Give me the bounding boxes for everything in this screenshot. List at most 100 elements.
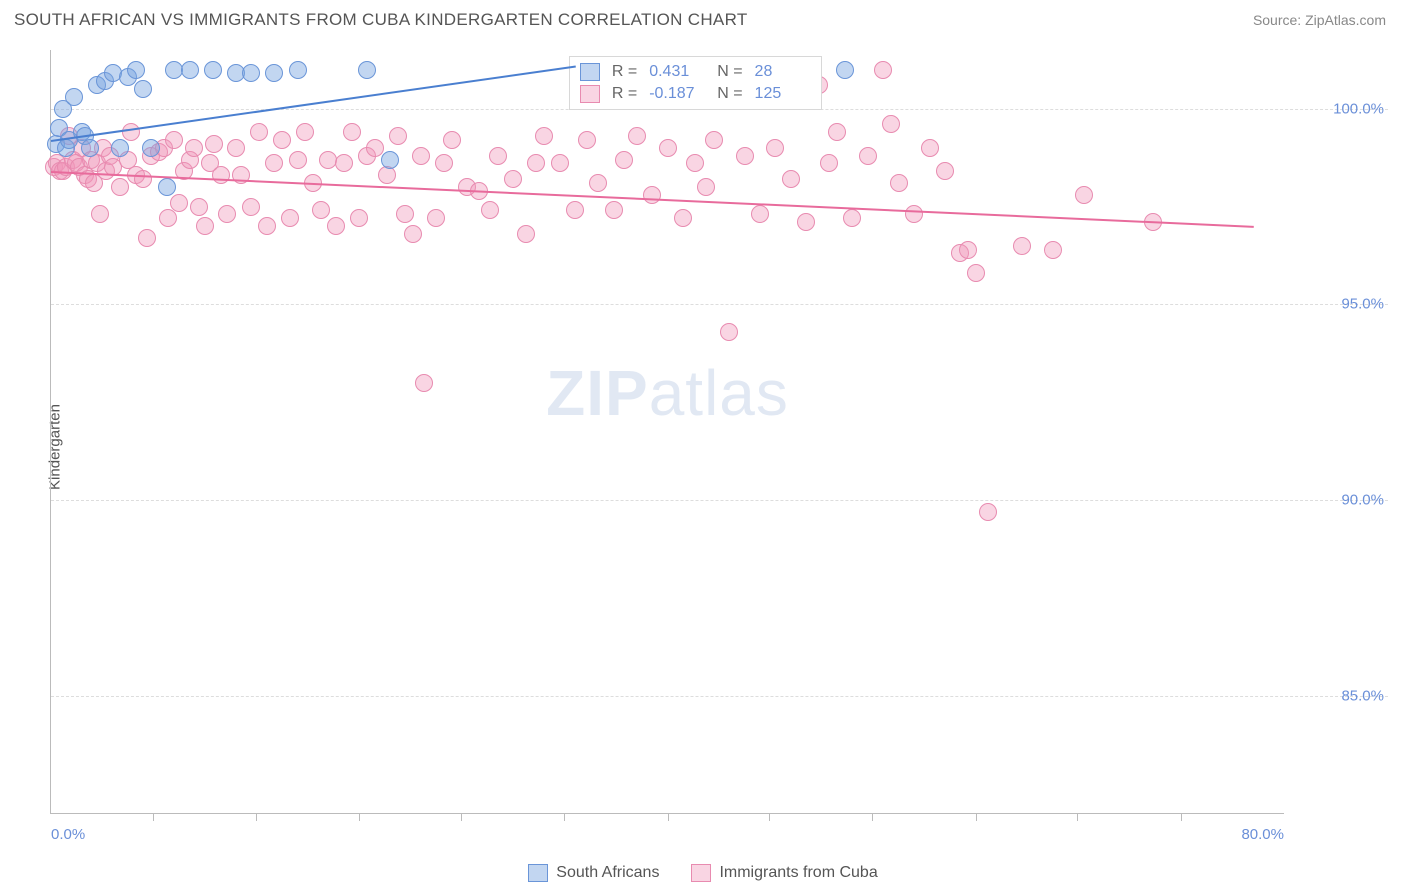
legend-swatch: [528, 864, 548, 882]
data-point: [443, 131, 461, 149]
plot-area: ZIPatlas 100.0%95.0%90.0%85.0%0.0%80.0%R…: [50, 50, 1284, 814]
data-point: [265, 64, 283, 82]
legend-label: Immigrants from Cuba: [719, 864, 877, 882]
data-point: [265, 154, 283, 172]
data-point: [435, 154, 453, 172]
source-attribution: Source: ZipAtlas.com: [1253, 12, 1386, 28]
data-point: [415, 374, 433, 392]
data-point: [979, 503, 997, 521]
data-point: [517, 225, 535, 243]
data-point: [959, 241, 977, 259]
data-point: [212, 166, 230, 184]
data-point: [905, 205, 923, 223]
data-point: [65, 88, 83, 106]
data-point: [643, 186, 661, 204]
data-point: [578, 131, 596, 149]
data-point: [366, 139, 384, 157]
x-tick-label: 80.0%: [1241, 826, 1284, 843]
legend-swatch: [691, 864, 711, 882]
header: SOUTH AFRICAN VS IMMIGRANTS FROM CUBA KI…: [0, 0, 1406, 36]
data-point: [190, 198, 208, 216]
n-value: 125: [755, 85, 811, 103]
data-point: [134, 170, 152, 188]
data-point: [820, 154, 838, 172]
data-point: [1044, 241, 1062, 259]
x-tick: [256, 813, 257, 821]
data-point: [828, 123, 846, 141]
data-point: [481, 201, 499, 219]
data-point: [81, 139, 99, 157]
data-point: [566, 201, 584, 219]
data-point: [1075, 186, 1093, 204]
data-point: [281, 209, 299, 227]
data-point: [138, 229, 156, 247]
data-point: [134, 80, 152, 98]
data-point: [427, 209, 445, 227]
data-point: [122, 123, 140, 141]
data-point: [720, 323, 738, 341]
data-point: [874, 61, 892, 79]
r-label: R =: [612, 63, 637, 81]
y-tick-label: 95.0%: [1294, 296, 1384, 313]
data-point: [797, 213, 815, 231]
data-point: [489, 147, 507, 165]
data-point: [782, 170, 800, 188]
data-point: [218, 205, 236, 223]
data-point: [751, 205, 769, 223]
data-point: [335, 154, 353, 172]
data-point: [127, 61, 145, 79]
data-point: [527, 154, 545, 172]
data-point: [205, 135, 223, 153]
x-tick: [1181, 813, 1182, 821]
data-point: [921, 139, 939, 157]
data-point: [227, 139, 245, 157]
data-point: [843, 209, 861, 227]
watermark: ZIPatlas: [546, 356, 789, 430]
data-point: [697, 178, 715, 196]
data-point: [343, 123, 361, 141]
stats-row: R =0.431N =28: [580, 61, 811, 83]
data-point: [381, 151, 399, 169]
data-point: [170, 194, 188, 212]
y-tick-label: 85.0%: [1294, 687, 1384, 704]
data-point: [358, 61, 376, 79]
data-point: [111, 178, 129, 196]
data-point: [589, 174, 607, 192]
data-point: [242, 198, 260, 216]
data-point: [185, 139, 203, 157]
data-point: [882, 115, 900, 133]
stats-row: R =-0.187N =125: [580, 83, 811, 105]
data-point: [686, 154, 704, 172]
n-label: N =: [717, 85, 742, 103]
n-label: N =: [717, 63, 742, 81]
chart-container: Kindergarten ZIPatlas 100.0%95.0%90.0%85…: [50, 50, 1388, 844]
data-point: [412, 147, 430, 165]
data-point: [674, 209, 692, 227]
data-point: [159, 209, 177, 227]
n-value: 28: [755, 63, 811, 81]
x-tick: [153, 813, 154, 821]
x-tick-label: 0.0%: [51, 826, 85, 843]
data-point: [158, 178, 176, 196]
data-point: [111, 139, 129, 157]
gridline-h: [51, 500, 1388, 501]
stats-legend: R =0.431N =28R =-0.187N =125: [569, 56, 822, 110]
data-point: [242, 64, 260, 82]
data-point: [196, 217, 214, 235]
data-point: [705, 131, 723, 149]
data-point: [859, 147, 877, 165]
data-point: [936, 162, 954, 180]
x-tick: [1077, 813, 1078, 821]
x-tick: [976, 813, 977, 821]
data-point: [766, 139, 784, 157]
x-tick: [461, 813, 462, 821]
data-point: [250, 123, 268, 141]
legend-swatch: [580, 63, 600, 81]
data-point: [327, 217, 345, 235]
data-point: [289, 61, 307, 79]
data-point: [165, 131, 183, 149]
x-tick: [359, 813, 360, 821]
x-tick: [769, 813, 770, 821]
data-point: [350, 209, 368, 227]
data-point: [404, 225, 422, 243]
